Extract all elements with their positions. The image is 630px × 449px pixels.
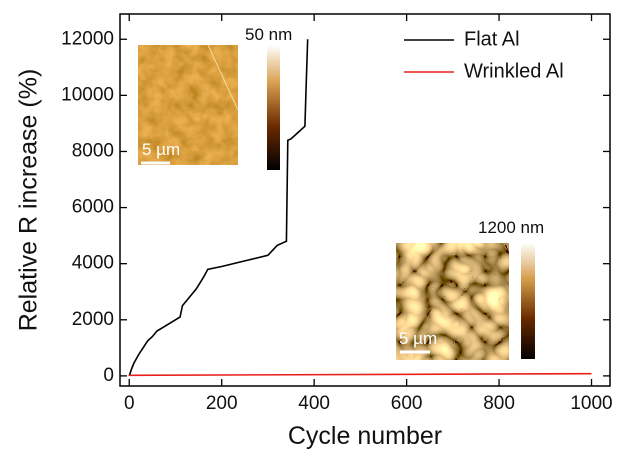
scale-bar-label: 5 µm: [399, 329, 437, 348]
x-tick-label: 1000: [570, 393, 612, 414]
y-axis-label: Relative R increase (%): [15, 69, 43, 332]
x-tick-label: 600: [391, 393, 423, 414]
data-line: [129, 374, 591, 376]
y-tick-label: 8000: [72, 140, 114, 161]
chart: 50 nm 5 µm 1200 nm 5 µm Cycle number Rel…: [0, 0, 630, 449]
y-tick-label: 12000: [61, 28, 114, 49]
y-tick-label: 6000: [72, 197, 114, 218]
color-bar: [521, 243, 535, 359]
x-axis-label: Cycle number: [288, 422, 442, 449]
y-tick-label: 4000: [72, 253, 114, 274]
color-bar-label: 50 nm: [245, 25, 292, 44]
color-bar: [267, 45, 280, 170]
x-tick-label: 0: [124, 393, 135, 414]
y-tick-label: 0: [103, 365, 114, 386]
color-bar-label: 1200 nm: [478, 218, 544, 237]
afm-inset-flat: 50 nm 5 µm: [138, 25, 292, 170]
legend-label: Flat Al: [464, 28, 520, 50]
x-tick-label: 800: [483, 393, 515, 414]
scale-bar-label: 5 µm: [142, 140, 180, 159]
x-tick-label: 400: [298, 393, 330, 414]
y-tick-label: 10000: [61, 84, 114, 105]
y-tick-label: 2000: [72, 309, 114, 330]
x-tick-label: 200: [206, 393, 238, 414]
legend-label: Wrinkled Al: [464, 60, 564, 82]
afm-inset-wrinkled: 1200 nm 5 µm: [396, 218, 544, 360]
